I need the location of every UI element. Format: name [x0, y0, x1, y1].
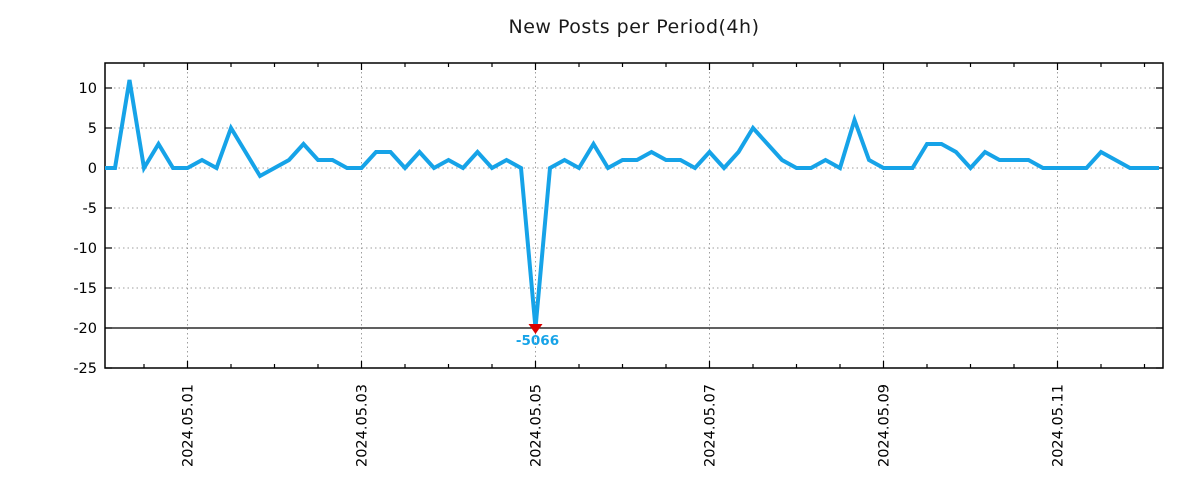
min-marker-icon: [528, 324, 543, 334]
y-axis-tick-label: 10: [79, 81, 97, 97]
x-axis-tick-label: 2024.05.07: [703, 384, 719, 467]
x-axis-tick-label: 2024.05.01: [181, 384, 197, 467]
min-value-label: -5066: [516, 333, 559, 349]
data-line: [105, 79, 1159, 329]
y-axis-tick-label: 0: [88, 161, 97, 177]
y-axis-tick-label: -5: [83, 201, 97, 217]
chart-title: New Posts per Period(4h): [508, 16, 760, 38]
y-axis-tick-label: -25: [73, 361, 97, 377]
x-axis-tick-label: 2024.05.09: [877, 384, 893, 467]
y-axis-tick-label: -20: [73, 321, 97, 337]
x-axis-tick-label: 2024.05.03: [355, 384, 371, 467]
y-axis-tick-label: -10: [73, 241, 97, 257]
x-axis-tick-label: 2024.05.11: [1051, 384, 1067, 467]
y-axis-tick-label: -15: [73, 281, 97, 297]
y-axis-tick-label: 5: [88, 121, 97, 137]
plot-border: [104, 62, 1164, 369]
x-axis-tick-label: 2024.05.05: [529, 384, 545, 467]
